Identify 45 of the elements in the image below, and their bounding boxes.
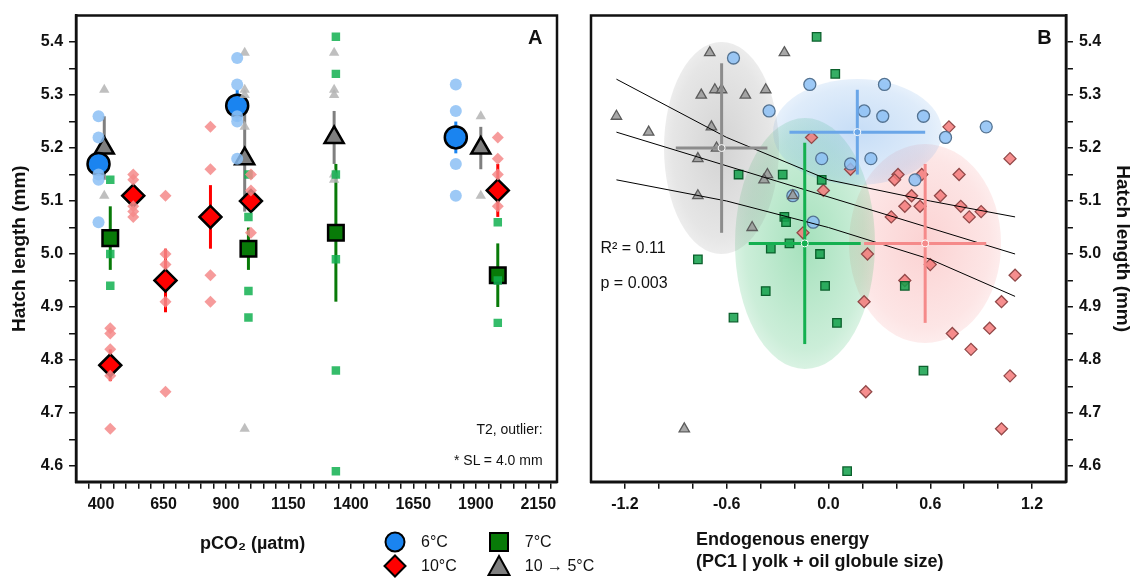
x-tick-label: 0.0 xyxy=(817,494,840,512)
annotation: A xyxy=(528,26,543,49)
x-tick-label: 1150 xyxy=(271,494,306,512)
y-axis-title: Hatch length (mm) xyxy=(7,165,29,333)
legend-label: 7°C xyxy=(524,533,552,551)
legend-label: 10 → 5°C xyxy=(524,557,595,575)
x-tick-label: 900 xyxy=(212,494,240,512)
x-tick-label: 1400 xyxy=(333,494,369,512)
x-tick-label: -1.2 xyxy=(611,494,639,512)
legend-label: 6°C xyxy=(421,533,448,551)
x-tick-label: 1.2 xyxy=(1020,494,1044,512)
y2-tick-label: 4.8 xyxy=(1078,350,1102,368)
annotation: T2, outlier: xyxy=(476,421,543,438)
y-tick-label: 4.9 xyxy=(40,297,64,315)
annotation: * SL = 4.0 mm xyxy=(453,451,543,468)
y-tick-label: 4.8 xyxy=(40,350,64,368)
y2-axis-title: Hatch length (mm) xyxy=(1113,165,1135,333)
x-tick-label: 1900 xyxy=(458,494,494,512)
y-tick-label: 5.3 xyxy=(40,85,64,103)
annotation: R² = 0.11 xyxy=(600,239,666,257)
y-tick-label: 4.7 xyxy=(40,403,64,421)
x-axis-title: pCO₂ (µatm) xyxy=(200,532,306,554)
x-tick-label: 0.6 xyxy=(919,494,942,512)
x-tick-label: 1650 xyxy=(395,494,432,512)
y-tick-label: 4.6 xyxy=(40,456,64,474)
y2-tick-label: 5.3 xyxy=(1078,85,1102,103)
y2-tick-label: 5.4 xyxy=(1078,32,1102,50)
y-tick-label: 5.1 xyxy=(40,191,64,209)
x-axis-title: Endogenous energy (PC1 | yolk + oil globule size) xyxy=(696,528,944,572)
x-tick-label: -0.6 xyxy=(712,494,741,512)
y2-tick-label: 5.0 xyxy=(1078,244,1102,262)
y2-tick-label: 5.2 xyxy=(1078,138,1102,156)
y2-tick-label: 4.9 xyxy=(1078,297,1102,315)
y2-tick-label: 4.7 xyxy=(1078,403,1102,421)
legend-label: 10°C xyxy=(421,557,457,575)
y-tick-label: 5.4 xyxy=(40,32,64,50)
y2-tick-label: 5.1 xyxy=(1078,191,1102,209)
y2-tick-label: 4.6 xyxy=(1078,456,1102,474)
x-tick-label: 2150 xyxy=(520,494,557,512)
annotation: B xyxy=(1037,26,1052,49)
x-tick-label: 650 xyxy=(150,494,177,512)
y-tick-label: 5.2 xyxy=(40,138,64,156)
y-tick-label: 5.0 xyxy=(40,244,64,262)
x-tick-label: 400 xyxy=(87,494,115,512)
annotation: p = 0.003 xyxy=(600,274,668,292)
